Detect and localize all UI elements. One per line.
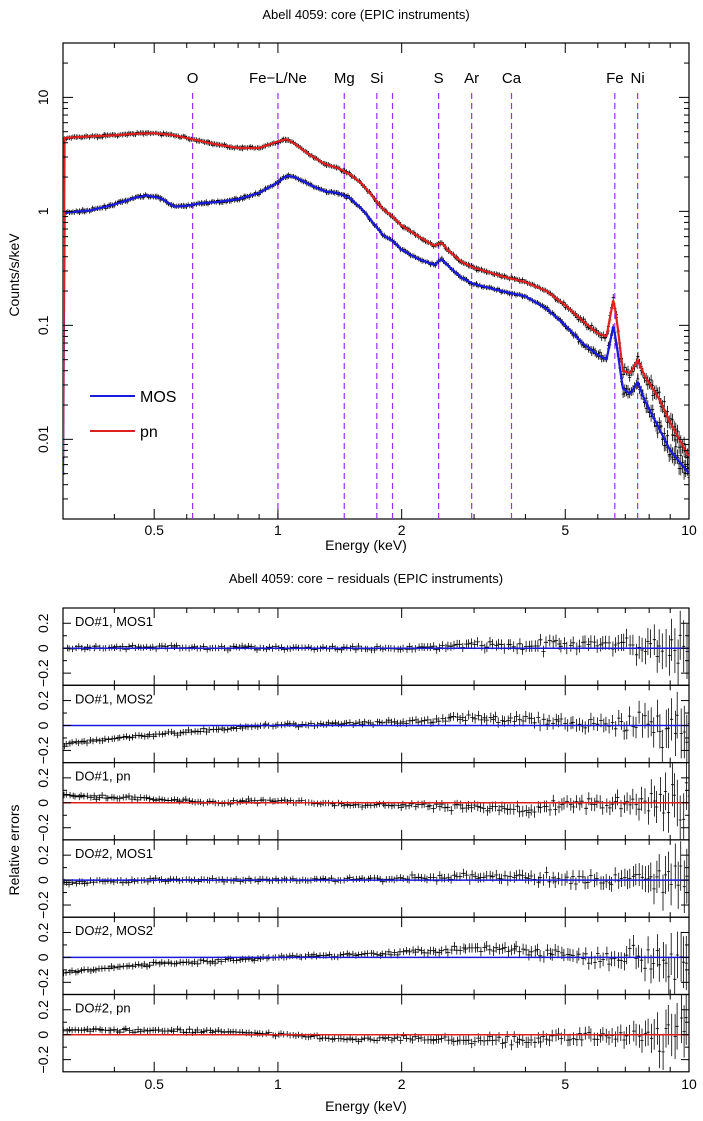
spectrum-model-line: [63, 174, 689, 475]
residual-y-tick-label: 0.2: [35, 613, 51, 633]
residual-y-tick-label: −0.2: [35, 736, 51, 764]
legend-label: pn: [140, 424, 158, 441]
residual-data-points: [63, 762, 689, 840]
residual-data-points: [63, 610, 689, 686]
residuals-x-axis-label: Energy (keV): [325, 1098, 407, 1114]
x-tick-label: 10: [681, 522, 697, 538]
legend-label: MOS: [140, 389, 176, 406]
residual-panel: DO#1, MOS2 −0.2 0 0.2: [35, 684, 690, 764]
spectrum-model-line: [63, 132, 689, 458]
y-tick-label: 1: [35, 207, 51, 215]
residual-panel-label: DO#2, MOS2: [75, 923, 153, 938]
residual-data-group: [63, 610, 689, 686]
residual-y-tick-label: 0: [35, 799, 51, 807]
residual-y-tick-label: 0: [35, 876, 51, 884]
residual-data-group: [63, 841, 689, 913]
residual-y-tick-label: 0.2: [35, 691, 51, 711]
residual-y-tick-label: 0: [35, 953, 51, 961]
residual-panel-frame: [62, 684, 690, 764]
residual-y-tick-label: 0.2: [35, 923, 51, 943]
x-tick-label: 1: [274, 522, 282, 538]
residual-data-group: [63, 994, 689, 1070]
residual-y-tick-label: −0.2: [35, 814, 51, 842]
residual-data-group: [63, 762, 689, 840]
emission-line-label: S: [434, 70, 444, 87]
emission-line-label: Ca: [502, 70, 522, 87]
residual-x-tick-label: 5: [561, 1076, 569, 1092]
y-tick-label: 10: [35, 89, 51, 105]
residuals-chart: Abell 4059: core − residuals (EPIC instr…: [6, 571, 697, 1114]
x-tick-label: 5: [561, 522, 569, 538]
residual-y-tick-label: 0.2: [35, 768, 51, 788]
residual-y-tick-label: 0: [35, 721, 51, 729]
residual-data-group: [63, 691, 689, 763]
residual-data-points: [63, 841, 689, 913]
residuals-chart-title: Abell 4059: core − residuals (EPIC instr…: [229, 571, 503, 586]
spectrum-y-axis-label: Counts/s/keV: [6, 233, 22, 317]
residual-data-points: [63, 691, 689, 763]
residual-x-tick-label: 10: [681, 1076, 697, 1092]
residual-panel: DO#2, MOS2 −0.2 0 0.2: [35, 916, 690, 996]
residual-panel: DO#2, pn −0.2 0 0.2: [35, 993, 690, 1074]
residual-y-tick-label: 0: [35, 1031, 51, 1039]
spectrum-x-axis-label: Energy (keV): [325, 537, 407, 553]
residual-panel: DO#1, pn −0.2 0 0.2: [35, 761, 690, 842]
residual-y-tick-label: −0.2: [35, 659, 51, 687]
residual-y-tick-label: 0.2: [35, 1000, 51, 1020]
residual-y-tick-label: −0.2: [35, 1046, 51, 1074]
residual-panel: DO#2, MOS1 −0.2 0 0.2: [35, 839, 690, 919]
spectrum-plot-frame: [62, 42, 690, 520]
y-tick-label: 0.1: [35, 315, 51, 335]
x-tick-label: 2: [398, 522, 406, 538]
residual-panel: DO#1, MOS1 −0.2 0 0.2: [35, 607, 690, 687]
x-tick-label: 0.5: [144, 522, 164, 538]
residual-y-tick-label: 0.2: [35, 845, 51, 865]
residual-panel-label: DO#1, pn: [75, 769, 131, 784]
residual-x-tick-label: 1: [274, 1076, 282, 1092]
residual-panel-frame: [62, 993, 690, 1073]
spectrum-data-points: [63, 130, 689, 465]
emission-line-label: Ar: [464, 70, 479, 87]
spectrum-data-group: [63, 93, 689, 519]
residual-y-tick-label: 0: [35, 644, 51, 652]
residuals-y-axis-label: Relative errors: [6, 804, 22, 895]
residual-y-tick-label: −0.2: [35, 891, 51, 919]
y-tick-label: 0.01: [35, 425, 51, 452]
emission-line-label: Mg: [334, 70, 355, 87]
spectrum-chart-title: Abell 4059: core (EPIC instruments): [262, 7, 469, 22]
emission-line-label: Fe: [606, 70, 624, 87]
residual-x-tick-label: 0.5: [144, 1076, 164, 1092]
emission-line-label: Si: [370, 70, 383, 87]
spectrum-chart: Abell 4059: core (EPIC instruments) Ener…: [6, 7, 697, 553]
emission-line-label: Ni: [631, 70, 645, 87]
residual-x-tick-label: 2: [398, 1076, 406, 1092]
emission-line-label: Fe−L/Ne: [249, 70, 307, 87]
residual-panel-label: DO#1, MOS2: [75, 691, 153, 706]
emission-line-label: O: [187, 70, 199, 87]
residual-panel-label: DO#1, MOS1: [75, 614, 153, 629]
residual-panel-label: DO#2, MOS1: [75, 846, 153, 861]
residual-y-tick-label: −0.2: [35, 968, 51, 996]
residual-panel-label: DO#2, pn: [75, 1001, 131, 1016]
residual-data-group: [63, 931, 689, 995]
